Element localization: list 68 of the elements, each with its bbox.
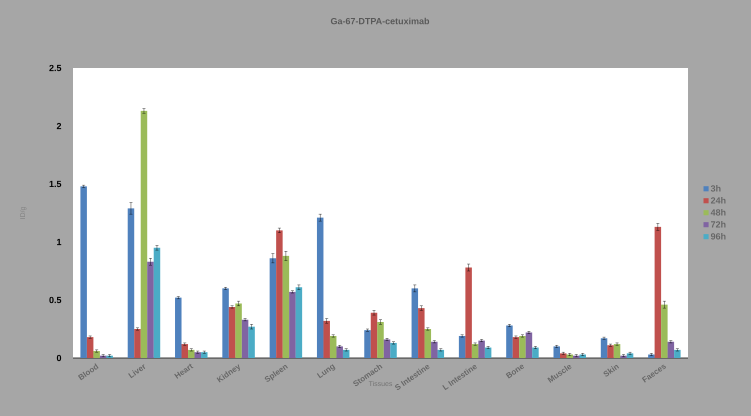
- legend-label: 3h: [710, 185, 721, 192]
- bar: [370, 312, 378, 358]
- bar: [512, 337, 520, 358]
- bar: [431, 342, 438, 358]
- chart-title: Ga-67-DTPA-cetuximab: [330, 18, 430, 24]
- bar: [600, 338, 608, 358]
- bar: [201, 352, 208, 358]
- bar: [668, 342, 674, 358]
- legend-label: 72h: [710, 220, 726, 228]
- bar: [465, 268, 472, 358]
- bar: [86, 337, 94, 358]
- bar: [276, 230, 283, 358]
- bar: [390, 342, 397, 358]
- bar: [674, 350, 681, 358]
- bar: [248, 326, 255, 358]
- bar: [270, 258, 276, 358]
- legend-label: 96h: [710, 232, 726, 240]
- bar: [478, 340, 485, 358]
- bar: [140, 110, 148, 358]
- bar: [235, 303, 242, 358]
- bar: [128, 208, 134, 358]
- y-tick-label: 0: [56, 354, 62, 362]
- bar: [289, 292, 296, 358]
- bar: [532, 348, 539, 358]
- bar: [194, 352, 202, 358]
- bar: [607, 345, 614, 358]
- bar: [93, 351, 100, 358]
- bar: [384, 339, 390, 358]
- bar: [377, 322, 384, 358]
- y-tick-label: 2.5: [49, 64, 62, 72]
- bar: [316, 218, 324, 358]
- bar: [661, 304, 668, 358]
- bar: [147, 262, 154, 358]
- bar: [323, 320, 330, 358]
- bar: [418, 308, 425, 358]
- bar: [336, 346, 343, 358]
- bar: [134, 329, 141, 358]
- bar: [424, 329, 432, 358]
- bar: [472, 344, 478, 358]
- bar: [242, 320, 248, 358]
- y-tick-label: 1.5: [50, 180, 62, 188]
- bar: [526, 332, 532, 358]
- legend-label: 48h: [710, 209, 726, 216]
- y-tick-label: 1: [57, 238, 62, 246]
- bar: [80, 186, 87, 358]
- bar: [282, 256, 290, 358]
- bar: [553, 346, 560, 358]
- bar: [296, 287, 302, 358]
- bar: [506, 326, 513, 358]
- bar: [182, 344, 188, 358]
- bar: [228, 306, 236, 358]
- legend-label: 24h: [710, 197, 726, 204]
- bar: [484, 348, 492, 358]
- bar: [438, 350, 444, 358]
- bar: [154, 248, 160, 358]
- bar: [458, 336, 466, 358]
- bar: [222, 288, 229, 358]
- bar: [364, 330, 371, 358]
- bar: [519, 336, 526, 358]
- bar: [188, 350, 195, 358]
- y-tick-label: 2: [56, 122, 62, 130]
- bar: [342, 350, 350, 358]
- bar: [330, 336, 336, 358]
- y-tick-label: 0.5: [49, 296, 62, 304]
- bar: [614, 344, 620, 358]
- bar: [654, 226, 662, 358]
- bar: [412, 288, 418, 358]
- bar: [175, 298, 182, 358]
